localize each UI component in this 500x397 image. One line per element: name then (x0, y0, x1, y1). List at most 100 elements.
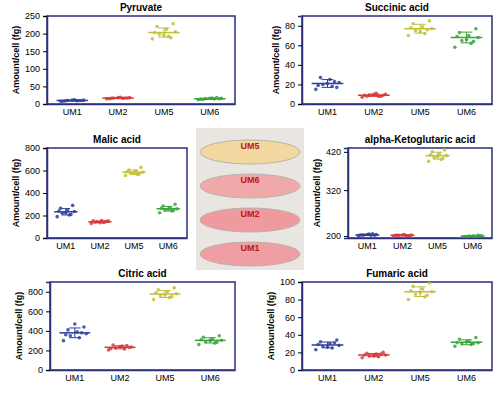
error-cap (322, 347, 334, 348)
error-cap (159, 290, 170, 291)
error-cap (368, 94, 380, 95)
x-tick-label: UM6 (457, 373, 476, 383)
y-tick-label: 0 (38, 365, 43, 375)
x-tick-label: UM1 (56, 241, 75, 251)
y-tick: 50 (30, 82, 47, 92)
error-stem (74, 328, 75, 338)
panel: 020406080UM1UM2UM5UM6Succinic acidAmount… (271, 2, 493, 117)
error-cap (322, 87, 334, 88)
error-cap (398, 235, 407, 236)
y-tick: 80 (285, 21, 302, 31)
x-axis-line (303, 370, 493, 372)
error-cap (414, 33, 426, 34)
y-tick: 200 (326, 231, 348, 241)
dish (200, 174, 300, 198)
error-bar (433, 152, 442, 159)
x-axis: UM1UM2UM5UM6 (303, 370, 493, 383)
x-tick: UM1 (358, 238, 377, 251)
y-axis: 0200400600800 (28, 283, 51, 376)
y-tick-label: 400 (28, 326, 43, 336)
plot-frame (47, 148, 187, 238)
plot-frame (348, 148, 492, 238)
y-tick: 0 (35, 233, 47, 243)
x-tick-label: UM5 (428, 241, 447, 251)
x-axis-line (48, 238, 188, 240)
dish-label: UM1 (240, 243, 259, 253)
error-bar (461, 340, 473, 345)
mean-line (105, 347, 136, 349)
photo: UM5UM6UM2UM1 (196, 128, 304, 270)
y-tick-mark (43, 34, 47, 35)
error-cap (368, 353, 380, 354)
data-point (173, 202, 177, 206)
y-tick-label: 800 (28, 287, 43, 297)
y-tick-label: 40 (285, 330, 295, 340)
mean-line (358, 94, 390, 96)
error-cap (66, 101, 78, 102)
y-tick-label: 80 (285, 295, 295, 305)
data-point (62, 339, 66, 343)
y-tick-label: 40 (285, 60, 295, 70)
y-tick-mark (298, 65, 302, 66)
y-tick: 40 (285, 330, 302, 340)
panel: 0200400600800UM1UM2UM5UM6Malic acidAmoun… (11, 134, 188, 251)
y-axis-title: Amount/cell (fg) (312, 159, 322, 228)
y-axis-line (344, 149, 349, 239)
y-axis: 050100150200250 (25, 11, 48, 109)
y-axis-line (298, 17, 303, 105)
y-axis-line (43, 149, 48, 239)
y-tick: 100 (280, 277, 302, 287)
error-cap (414, 296, 426, 297)
y-axis-line (46, 283, 51, 371)
x-axis: UM1UM2UM5UM6 (48, 238, 188, 251)
y-tick-label: 0 (290, 99, 295, 109)
y-tick: 60 (285, 41, 302, 51)
x-tick-label: UM2 (109, 107, 128, 117)
x-tick: UM2 (90, 238, 109, 251)
x-axis-line (48, 104, 236, 106)
y-tick: 600 (25, 166, 47, 176)
error-bar (96, 221, 105, 223)
panel: 050100150200250UM1UM2UM5UM6PyruvateAmoun… (11, 2, 236, 117)
error-stem (437, 152, 438, 159)
data-point (151, 37, 155, 41)
mean-line (390, 235, 414, 237)
error-bar (461, 32, 473, 43)
data-point (171, 22, 175, 26)
y-axis-title: Amount/cell (fg) (14, 292, 24, 361)
data-point (428, 19, 432, 23)
data-point (172, 286, 176, 290)
error-cap (130, 169, 139, 170)
data-point (68, 334, 72, 338)
x-tick-label: UM6 (201, 373, 220, 383)
x-axis: UM1UM2UM5UM6 (48, 104, 236, 117)
data-point (407, 34, 411, 38)
y-tick: 200 (25, 211, 47, 221)
y-tick: 320 (326, 186, 348, 196)
chart-title: Succinic acid (365, 2, 429, 13)
data-point (474, 27, 478, 31)
x-tick-label: UM2 (90, 241, 109, 251)
error-stem (327, 342, 328, 348)
data-point (421, 287, 425, 291)
chart-title: Pyruvate (120, 2, 163, 13)
data-point (124, 174, 128, 178)
data-point (458, 337, 462, 341)
error-cap (204, 98, 216, 99)
y-tick-label: 20 (285, 348, 295, 358)
x-tick-label: UM5 (154, 107, 173, 117)
error-stem (420, 287, 421, 297)
data-point (169, 36, 173, 40)
data-point (428, 282, 432, 285)
x-tick-label: UM5 (411, 107, 430, 117)
error-cap (363, 234, 372, 235)
mean-line (355, 234, 379, 236)
y-tick: 800 (28, 287, 50, 297)
error-bar (398, 234, 407, 236)
error-bar (69, 328, 80, 338)
y-tick: 400 (28, 326, 50, 336)
y-tick-label: 250 (25, 11, 40, 21)
error-bar (414, 24, 426, 33)
data-point (453, 344, 457, 348)
y-tick-label: 20 (285, 80, 295, 90)
